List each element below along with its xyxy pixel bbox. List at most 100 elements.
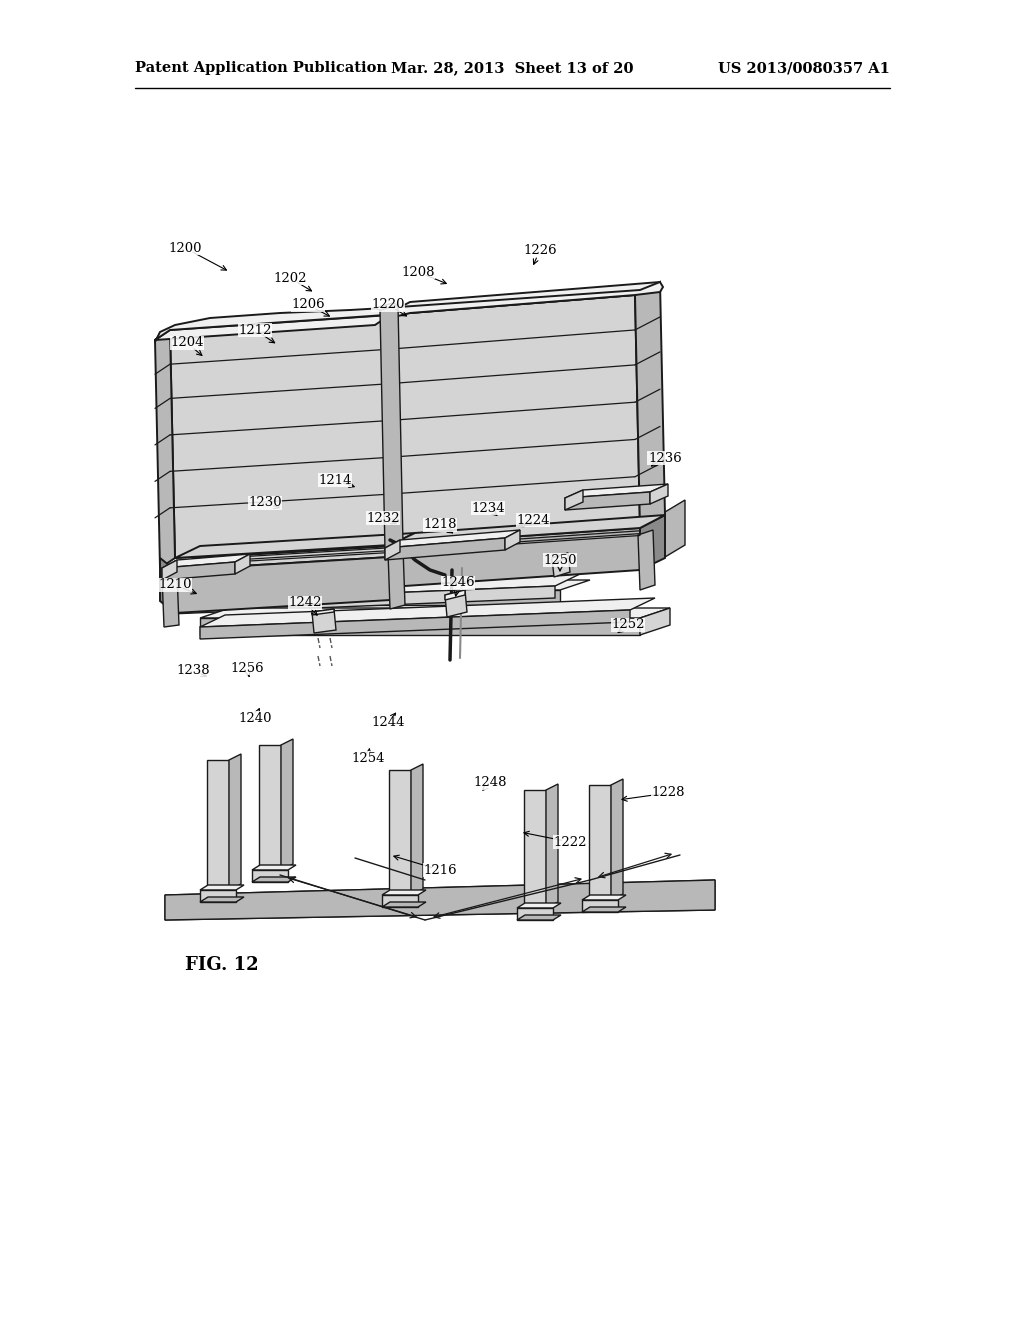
Polygon shape [375,304,398,310]
Polygon shape [162,560,177,579]
Polygon shape [234,554,250,574]
Text: 1232: 1232 [367,511,399,524]
Text: 1210: 1210 [159,578,191,591]
Text: 1242: 1242 [288,597,322,610]
Text: 1208: 1208 [401,265,435,279]
Polygon shape [207,760,229,890]
Text: 1252: 1252 [611,619,645,631]
Polygon shape [589,785,611,900]
Text: 1248: 1248 [473,776,507,789]
Text: 1222: 1222 [553,836,587,849]
Polygon shape [385,294,640,545]
Polygon shape [155,330,175,568]
Polygon shape [565,492,650,510]
Polygon shape [200,890,236,902]
Polygon shape [170,586,555,614]
Text: US 2013/0080357 A1: US 2013/0080357 A1 [718,61,890,75]
Polygon shape [312,609,336,634]
Polygon shape [640,609,670,635]
Text: 1216: 1216 [423,863,457,876]
Polygon shape [170,574,580,602]
Polygon shape [155,315,390,341]
Polygon shape [200,610,630,639]
Polygon shape [165,880,715,920]
Text: 1256: 1256 [230,661,264,675]
Polygon shape [200,590,560,605]
Text: 1254: 1254 [351,751,385,764]
Polygon shape [445,590,465,601]
Polygon shape [635,282,665,528]
Text: 1236: 1236 [648,451,682,465]
Text: 1234: 1234 [471,502,505,515]
Polygon shape [650,484,668,504]
Polygon shape [388,548,406,609]
Polygon shape [155,308,390,342]
Polygon shape [160,558,175,612]
Polygon shape [382,902,426,907]
Polygon shape [385,531,520,548]
Polygon shape [445,590,467,616]
Polygon shape [660,500,685,560]
Polygon shape [517,908,553,920]
Polygon shape [229,754,241,890]
Polygon shape [385,282,663,318]
Text: 1238: 1238 [176,664,210,676]
Polygon shape [582,900,618,912]
Polygon shape [175,545,410,570]
Polygon shape [389,770,411,895]
Text: 1206: 1206 [291,298,325,312]
Polygon shape [200,579,590,590]
Polygon shape [552,553,570,577]
Polygon shape [565,490,583,510]
Text: Mar. 28, 2013  Sheet 13 of 20: Mar. 28, 2013 Sheet 13 of 20 [391,61,633,75]
Polygon shape [385,540,400,560]
Polygon shape [382,890,426,895]
Polygon shape [411,764,423,895]
Polygon shape [165,880,715,920]
Polygon shape [162,562,234,579]
Polygon shape [382,895,418,907]
Text: 1212: 1212 [239,323,271,337]
Text: 1200: 1200 [168,242,202,255]
Polygon shape [640,515,665,570]
Polygon shape [390,515,665,545]
Text: 1246: 1246 [441,577,475,590]
Polygon shape [385,539,505,560]
Polygon shape [380,305,403,550]
Polygon shape [582,895,626,900]
Polygon shape [582,907,626,912]
Polygon shape [175,557,390,612]
Polygon shape [312,609,334,615]
Text: 1250: 1250 [544,553,577,566]
Text: 1202: 1202 [273,272,307,285]
Text: 1224: 1224 [516,513,550,527]
Polygon shape [162,554,250,568]
Text: 1228: 1228 [651,787,685,800]
Polygon shape [552,553,568,564]
Polygon shape [390,528,640,587]
Text: Patent Application Publication: Patent Application Publication [135,61,387,75]
Text: 1218: 1218 [423,519,457,532]
Polygon shape [281,739,293,870]
Text: 1244: 1244 [372,717,404,730]
Text: 1240: 1240 [239,711,271,725]
Polygon shape [524,789,546,908]
Polygon shape [200,618,640,635]
Polygon shape [517,915,561,920]
Polygon shape [505,531,520,550]
Polygon shape [252,865,296,870]
Polygon shape [175,533,415,558]
Polygon shape [638,531,655,590]
Polygon shape [200,884,244,890]
Polygon shape [252,876,296,882]
Polygon shape [170,315,390,558]
Text: 1230: 1230 [248,496,282,510]
Polygon shape [252,870,288,882]
Polygon shape [385,282,660,315]
Text: 1214: 1214 [318,474,352,487]
Text: 1204: 1204 [170,337,204,350]
Polygon shape [200,609,670,618]
Polygon shape [546,784,558,908]
Polygon shape [611,779,623,900]
Polygon shape [565,484,668,498]
